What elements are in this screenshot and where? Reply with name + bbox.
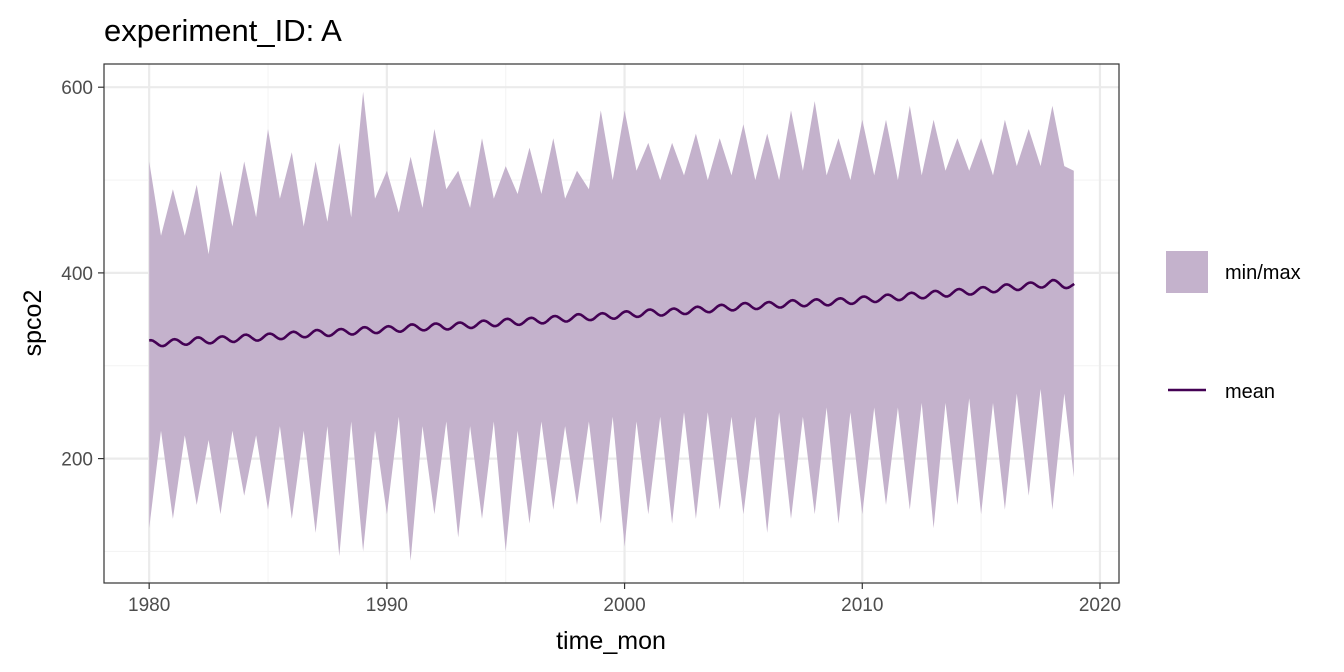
x-tick-label: 2020 bbox=[1079, 595, 1121, 616]
data-layer bbox=[149, 91, 1075, 561]
y-tick-label: 200 bbox=[61, 450, 93, 471]
x-tick-label: 2010 bbox=[841, 595, 883, 616]
legend-key-min-max bbox=[1166, 251, 1208, 293]
y-tick-label: 400 bbox=[61, 264, 93, 285]
y-axis-title: spco2 bbox=[19, 290, 47, 357]
legend-label-min-max: min/max bbox=[1225, 262, 1301, 284]
panel-border bbox=[103, 63, 1120, 584]
ribbon-min-max bbox=[149, 91, 1074, 561]
x-axis: 1980 1990 2000 2010 2020 bbox=[128, 583, 1121, 616]
x-tick-label: 2000 bbox=[603, 595, 645, 616]
line-mean bbox=[149, 278, 1075, 348]
x-tick-label: 1980 bbox=[128, 595, 170, 616]
x-tick-label: 1990 bbox=[366, 595, 408, 616]
chart-title: experiment_ID: A bbox=[104, 13, 342, 48]
legend-label-mean: mean bbox=[1225, 381, 1275, 403]
y-tick-label: 600 bbox=[61, 78, 93, 99]
legend: min/max mean bbox=[1166, 251, 1301, 403]
y-axis: 200 400 600 bbox=[61, 78, 104, 471]
x-axis-title: time_mon bbox=[556, 627, 666, 655]
